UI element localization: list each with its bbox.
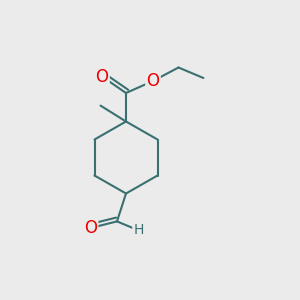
Text: O: O bbox=[95, 68, 109, 85]
Text: O: O bbox=[84, 219, 97, 237]
Text: O: O bbox=[146, 72, 160, 90]
Text: H: H bbox=[134, 224, 144, 237]
